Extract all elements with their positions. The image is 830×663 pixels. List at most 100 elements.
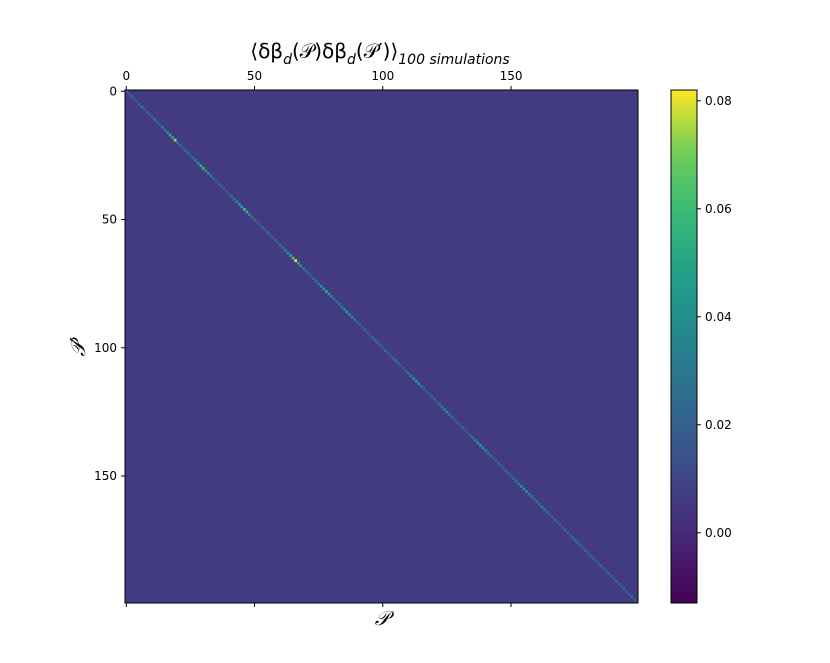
heatmap-cell <box>458 423 462 427</box>
heatmap-cell <box>402 367 405 370</box>
heatmap-cell <box>360 325 364 329</box>
heatmap-cell <box>219 184 223 188</box>
heatmap-cell <box>527 492 531 496</box>
heatmap-cell <box>268 233 272 237</box>
heatmap-cell <box>148 113 151 116</box>
heatmap-cell <box>504 469 508 473</box>
heatmap-cell <box>584 549 587 552</box>
heatmap-cell <box>327 292 331 296</box>
heatmap-cell <box>345 310 349 314</box>
heatmap-cell <box>381 346 385 350</box>
heatmap-cell <box>258 223 262 227</box>
heatmap-cell <box>196 161 200 165</box>
heatmap-cell <box>194 159 198 163</box>
heatmap-cell <box>255 220 259 224</box>
heatmap-cell <box>430 395 433 398</box>
heatmap-cell <box>225 190 228 193</box>
heatmap-cell <box>589 554 593 558</box>
heatmap-cell <box>625 590 628 593</box>
heatmap-cell <box>286 251 290 255</box>
heatmap-cell <box>307 272 310 275</box>
x-axis-label: 𝒫 <box>375 606 395 630</box>
heatmap-cell <box>599 564 603 568</box>
heatmap-cell <box>581 546 585 550</box>
heatmap-cell <box>366 331 369 334</box>
heatmap-cell <box>425 390 428 393</box>
heatmap-cell <box>455 420 459 424</box>
heatmap-cell <box>463 428 467 432</box>
heatmap-cell <box>548 513 551 516</box>
heatmap-cell <box>335 300 339 304</box>
heatmap-cell <box>330 295 333 298</box>
heatmap-cell <box>212 177 215 180</box>
heatmap-cell <box>496 461 500 465</box>
heatmap-cell <box>363 328 367 332</box>
heatmap-cell <box>573 538 577 542</box>
heatmap-cell <box>304 269 308 273</box>
heatmap-cell <box>199 164 203 168</box>
heatmap-cell <box>343 308 346 311</box>
heatmap-cell <box>291 256 295 260</box>
y-tick-label: 0 <box>109 84 117 98</box>
heatmap-cell <box>427 392 431 396</box>
heatmap-cell <box>396 361 400 365</box>
heatmap-cell <box>617 582 621 586</box>
heatmap-cell <box>137 102 141 106</box>
heatmap-cell <box>432 397 436 401</box>
title-part: (𝒫′)⟩ <box>356 39 398 63</box>
colorbar-tick-label: 0.04 <box>705 310 732 324</box>
heatmap-cell <box>317 282 321 286</box>
heatmap-cell <box>476 441 480 445</box>
heatmap-cell <box>609 574 613 578</box>
heatmap-cell <box>263 228 267 232</box>
heatmap-cell <box>478 443 482 447</box>
title-part: ⟨δβ <box>250 39 283 63</box>
heatmap-cell <box>407 372 410 375</box>
heatmap-cell <box>214 179 218 183</box>
heatmap-cell <box>127 92 131 96</box>
heatmap-cell <box>130 95 133 98</box>
heatmap-cell <box>248 213 251 216</box>
heatmap-cell <box>299 264 303 268</box>
heatmap-cell <box>558 523 562 527</box>
heatmap-cell <box>312 277 316 281</box>
heatmap-cell <box>289 254 292 257</box>
heatmap-cell <box>532 497 536 501</box>
heatmap-cell <box>242 207 246 211</box>
heatmap-cell <box>443 408 446 411</box>
heatmap-cell <box>632 597 636 601</box>
heatmap-cell <box>294 259 298 263</box>
heatmap-cell <box>235 200 239 204</box>
heatmap-cell <box>171 136 174 139</box>
heatmap-cell <box>325 290 328 293</box>
heatmap-cell <box>273 238 277 242</box>
heatmap-cell <box>571 536 575 540</box>
heatmap-cell <box>186 151 190 155</box>
title-part: d <box>283 52 292 68</box>
heatmap-cell <box>142 107 146 111</box>
heatmap-cell <box>555 520 559 524</box>
heatmap-cell <box>209 174 213 178</box>
heatmap-cell <box>520 485 523 488</box>
heatmap-cell <box>191 156 195 160</box>
heatmap-cell <box>227 192 231 196</box>
heatmap-cell <box>512 477 516 481</box>
heatmap-cell <box>440 405 444 409</box>
x-tick-label: 100 <box>371 69 394 83</box>
heatmap-cell <box>155 120 159 124</box>
heatmap-cell <box>579 544 582 547</box>
colorbar-tick-label: 0.06 <box>705 202 732 216</box>
heatmap-cell <box>140 105 144 109</box>
heatmap-cell <box>301 266 305 270</box>
heatmap-cell <box>309 274 313 278</box>
y-tick-label: 50 <box>102 213 117 227</box>
heatmap-cell <box>158 123 162 127</box>
heatmap-cell <box>437 402 441 406</box>
heatmap-cell <box>145 110 149 114</box>
heatmap-cell <box>314 279 318 283</box>
heatmap-cell <box>471 436 475 440</box>
heatmap-cell <box>435 400 439 404</box>
heatmap-cell <box>350 315 354 319</box>
heatmap-cell <box>153 118 156 121</box>
